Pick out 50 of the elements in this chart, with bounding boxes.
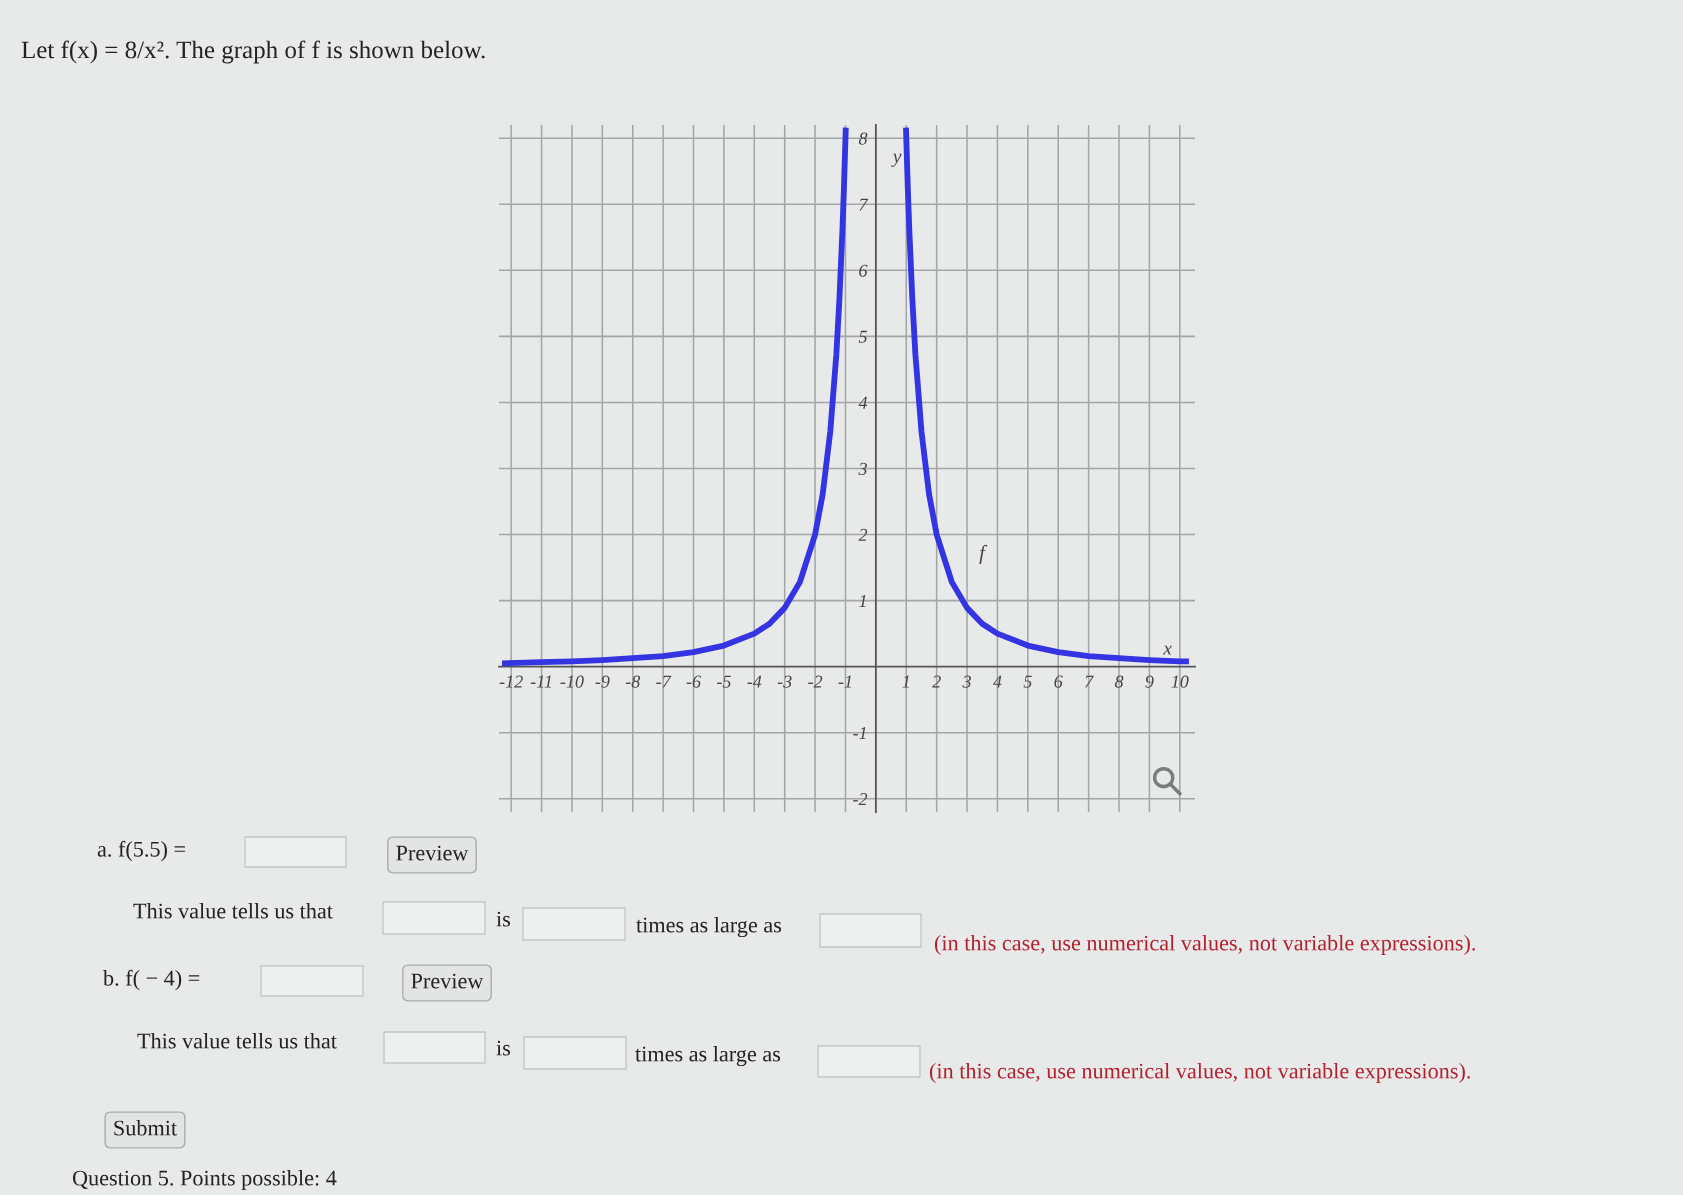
y-tick-label: 3 (858, 462, 867, 475)
text: Preview (411, 973, 484, 989)
x-tick-label: 6 (1054, 675, 1063, 688)
y-tick-label: -1 (853, 727, 866, 739)
text: is (496, 1040, 511, 1056)
x-tick-label: 1 (902, 675, 909, 688)
x-tick-label: -2 (808, 675, 823, 688)
x-tick-label: 7 (1085, 675, 1094, 688)
x-tick-label: -11 (530, 675, 551, 688)
x-tick-label: -5 (717, 675, 731, 688)
text: Let f(x) = 8/x². The graph of f is shown below. (21, 40, 485, 64)
x-tick-label: 9 (1145, 675, 1154, 688)
text: This value tells us that (133, 902, 333, 919)
text: a. f(5.5) = (97, 840, 185, 862)
y-tick-label: 8 (858, 132, 868, 145)
y-axis-title: y (891, 153, 902, 167)
y-tick-label: 6 (859, 264, 868, 277)
x-axis-title: x (1163, 645, 1172, 655)
x-tick-label: 8 (1114, 675, 1124, 688)
text: Submit (114, 1119, 177, 1136)
text: (in this case, use numerical values, not variable expressions). (934, 934, 1475, 956)
x-tick-label: -8 (625, 675, 641, 688)
y-tick-label: 5 (858, 330, 867, 343)
x-tick-label: -7 (656, 675, 672, 688)
x-tick-label: 4 (992, 675, 1002, 688)
text: Preview (396, 845, 469, 861)
x-tick-label: -4 (747, 675, 762, 688)
text: times as large as (636, 916, 782, 938)
y-tick-label: 1 (859, 594, 866, 607)
x-tick-label: -1 (838, 675, 852, 688)
text: Question 5. Points possible: 4 (72, 1169, 337, 1191)
text: (in this case, use numerical values, not variable expressions). (929, 1062, 1470, 1084)
x-tick-label: -12 (499, 675, 523, 688)
text: b. f( − 4) = (103, 969, 200, 991)
x-tick-label: -10 (560, 675, 584, 688)
x-tick-label: 10 (1171, 675, 1189, 688)
x-tick-label: 5 (1023, 675, 1032, 688)
x-tick-label: -6 (686, 675, 701, 688)
x-tick-label: 3 (962, 675, 971, 688)
text: is (496, 911, 511, 927)
y-tick-label: -2 (853, 793, 868, 806)
annotation: f (979, 544, 988, 564)
text: times as large as (635, 1045, 781, 1067)
x-tick-label: 2 (932, 675, 941, 688)
y-tick-label: 2 (858, 528, 868, 541)
x-tick-label: -9 (595, 675, 610, 688)
text: This value tells us that (137, 1032, 337, 1049)
y-tick-label: 4 (858, 396, 868, 409)
x-tick-label: -3 (777, 675, 792, 688)
y-tick-label: 7 (859, 198, 869, 211)
